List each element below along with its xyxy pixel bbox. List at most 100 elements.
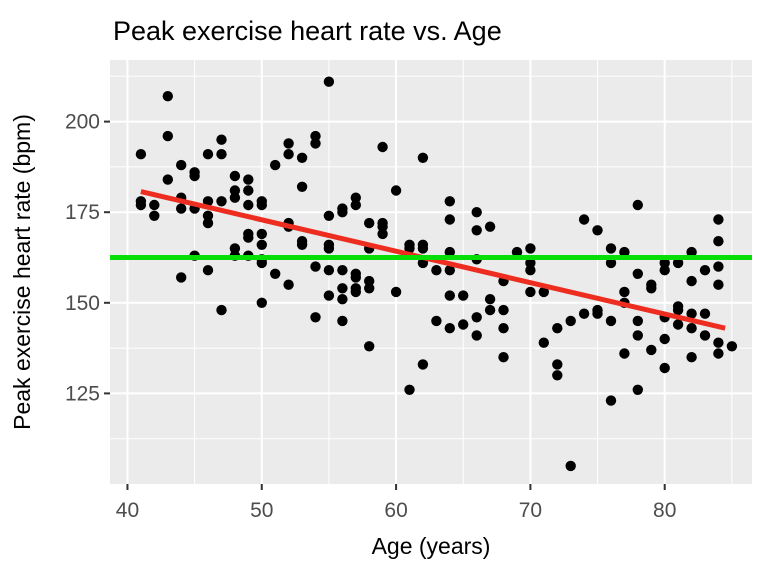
y-tick-label: 125 xyxy=(65,382,100,405)
data-point xyxy=(337,315,348,327)
data-point xyxy=(713,337,724,348)
data-point xyxy=(619,286,630,298)
data-point xyxy=(525,257,536,269)
data-point xyxy=(216,304,227,316)
data-point xyxy=(498,304,509,316)
data-point xyxy=(632,268,643,279)
data-point xyxy=(390,185,402,196)
data-point xyxy=(390,286,402,298)
data-point xyxy=(578,308,590,319)
data-point xyxy=(471,225,482,236)
y-tick-label: 200 xyxy=(65,111,100,134)
data-point xyxy=(229,192,241,203)
data-point xyxy=(538,337,549,348)
data-point xyxy=(162,174,173,185)
data-point xyxy=(149,199,160,211)
data-point xyxy=(484,221,496,232)
data-point xyxy=(417,359,429,370)
data-point xyxy=(364,217,375,229)
data-point xyxy=(162,130,173,142)
data-point xyxy=(578,214,590,225)
data-point xyxy=(458,319,469,330)
data-point xyxy=(337,203,348,214)
data-point xyxy=(243,185,254,196)
data-point xyxy=(552,323,563,334)
data-point xyxy=(417,243,429,254)
data-point xyxy=(471,312,482,323)
data-point xyxy=(243,199,254,211)
data-point xyxy=(659,265,670,276)
data-point xyxy=(659,362,670,374)
data-point xyxy=(619,348,630,359)
data-point xyxy=(498,323,509,334)
data-point xyxy=(337,265,348,276)
data-point xyxy=(216,134,227,145)
data-point xyxy=(646,283,657,294)
data-point xyxy=(310,130,321,142)
data-point xyxy=(202,196,214,207)
data-point xyxy=(726,341,738,352)
data-point xyxy=(296,152,308,163)
data-point xyxy=(135,199,147,211)
data-point xyxy=(659,257,670,269)
data-point xyxy=(632,330,643,341)
data-point xyxy=(525,243,536,254)
data-point xyxy=(444,323,455,334)
chart-title: Peak exercise heart rate vs. Age xyxy=(113,16,502,46)
data-point xyxy=(713,348,724,359)
data-point xyxy=(270,159,281,171)
data-point xyxy=(444,290,455,301)
data-point xyxy=(444,196,455,207)
data-point xyxy=(202,149,214,160)
data-point xyxy=(350,199,361,211)
data-point xyxy=(605,243,617,254)
data-point xyxy=(686,352,697,363)
data-point xyxy=(565,315,576,327)
data-point xyxy=(256,228,267,240)
plot-panel xyxy=(110,60,752,484)
data-point xyxy=(296,181,308,192)
data-point xyxy=(310,312,321,323)
y-tick-label: 175 xyxy=(65,201,100,224)
data-point xyxy=(444,265,455,276)
data-point xyxy=(350,286,361,298)
data-point xyxy=(310,261,321,272)
y-tick-label: 150 xyxy=(65,292,100,315)
data-point xyxy=(296,239,308,250)
data-point xyxy=(323,76,335,87)
data-point xyxy=(229,243,241,254)
data-point xyxy=(511,246,523,258)
data-point xyxy=(417,152,429,163)
data-point xyxy=(377,141,388,153)
data-point xyxy=(444,214,455,225)
data-point xyxy=(216,149,227,160)
data-point xyxy=(216,196,227,207)
data-point xyxy=(404,239,415,250)
data-point xyxy=(713,236,724,247)
data-point xyxy=(686,246,697,258)
data-point xyxy=(699,265,711,276)
data-point xyxy=(713,214,724,225)
data-point xyxy=(323,210,335,221)
x-tick-label: 80 xyxy=(653,499,676,522)
data-point xyxy=(525,265,536,276)
data-point xyxy=(243,232,254,243)
data-point xyxy=(270,268,281,279)
data-point xyxy=(310,138,321,149)
y-axis-title: Peak exercise heart rate (bpm) xyxy=(9,114,35,430)
data-point xyxy=(632,199,643,211)
data-point xyxy=(364,283,375,294)
data-point xyxy=(458,290,469,301)
data-point xyxy=(444,246,455,258)
data-point xyxy=(659,333,670,345)
data-point xyxy=(431,265,442,276)
data-point xyxy=(323,265,335,276)
data-point xyxy=(229,185,241,196)
data-point xyxy=(364,341,375,352)
data-point xyxy=(256,257,267,269)
data-point xyxy=(323,243,335,254)
x-tick-label: 70 xyxy=(519,499,542,522)
data-point xyxy=(484,294,496,305)
